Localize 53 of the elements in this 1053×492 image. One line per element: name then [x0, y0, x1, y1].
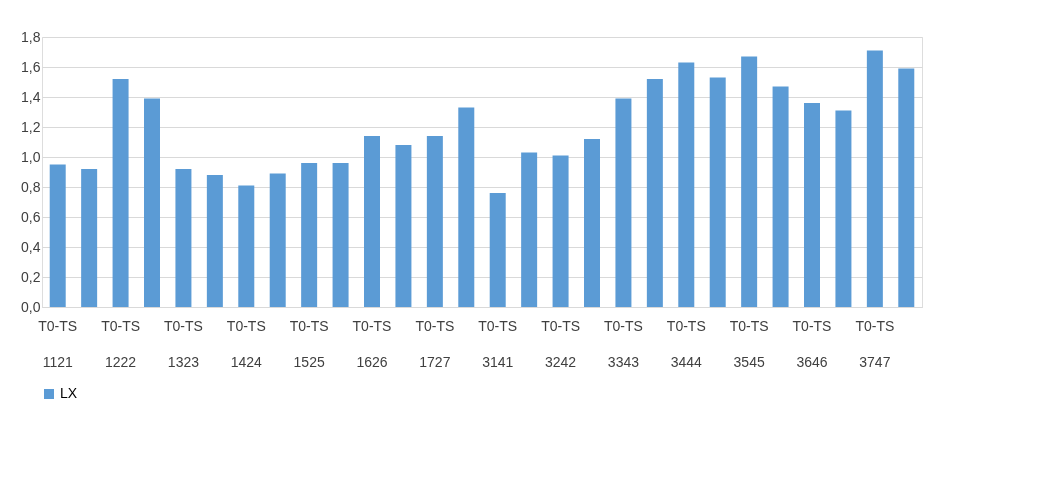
y-tick-label: 1,4: [21, 88, 41, 105]
bar: [395, 145, 412, 307]
bar: [646, 79, 663, 307]
bar: [552, 155, 569, 307]
bar: [112, 79, 129, 307]
y-tick-label: 0,6: [21, 208, 41, 225]
category-label: T0-TS 1525: [289, 317, 329, 370]
legend-label: LX: [60, 385, 78, 401]
category-label: T0-TS 3242: [541, 317, 581, 370]
bar: [301, 163, 318, 307]
category-label: T0-TS 3646: [792, 317, 832, 370]
bar: [364, 136, 380, 307]
category-label: T0-TS 1121: [38, 317, 78, 370]
bar: [206, 175, 223, 307]
y-tick-label: 0,0: [21, 298, 41, 315]
bar: [678, 62, 695, 307]
bar: [49, 164, 66, 307]
bar: [426, 136, 443, 307]
category-label: T0-TS 3747: [855, 317, 895, 370]
category-label: T0-TS 3141: [478, 317, 518, 370]
bar: [458, 107, 475, 307]
bar: [741, 56, 758, 307]
bar: [835, 110, 852, 307]
y-tick-label: 1,6: [21, 58, 41, 75]
y-tick-label: 1,0: [21, 148, 41, 165]
bar: [81, 169, 98, 307]
category-label: T0-TS 1222: [101, 317, 141, 370]
category-label: T0-TS 1626: [352, 317, 392, 370]
y-tick-label: 0,4: [21, 238, 41, 255]
category-label: T0-TS 3545: [729, 317, 769, 370]
bar: [521, 152, 538, 307]
bar: [269, 173, 286, 307]
bar: [709, 77, 726, 307]
category-label: T0-TS 3343: [603, 317, 643, 370]
bar: [332, 163, 349, 307]
y-tick-label: 0,2: [21, 268, 41, 285]
bar: [615, 98, 632, 307]
category-label: T0-TS 1323: [163, 317, 203, 370]
bar: [898, 68, 915, 307]
y-tick-label: 1,8: [21, 28, 41, 45]
bar: [866, 50, 883, 307]
bar: [489, 193, 506, 307]
bar: [238, 185, 255, 307]
bar: [772, 86, 789, 307]
category-label: T0-TS 1424: [226, 317, 266, 370]
y-tick-label: 1,2: [21, 118, 41, 135]
y-tick-label: 0,8: [21, 178, 41, 195]
bar: [144, 98, 160, 307]
bar: [175, 169, 192, 307]
category-label: T0-TS 3444: [666, 317, 706, 370]
bar: [584, 139, 600, 307]
bar: [804, 103, 820, 307]
category-label: T0-TS 1727: [415, 317, 455, 370]
